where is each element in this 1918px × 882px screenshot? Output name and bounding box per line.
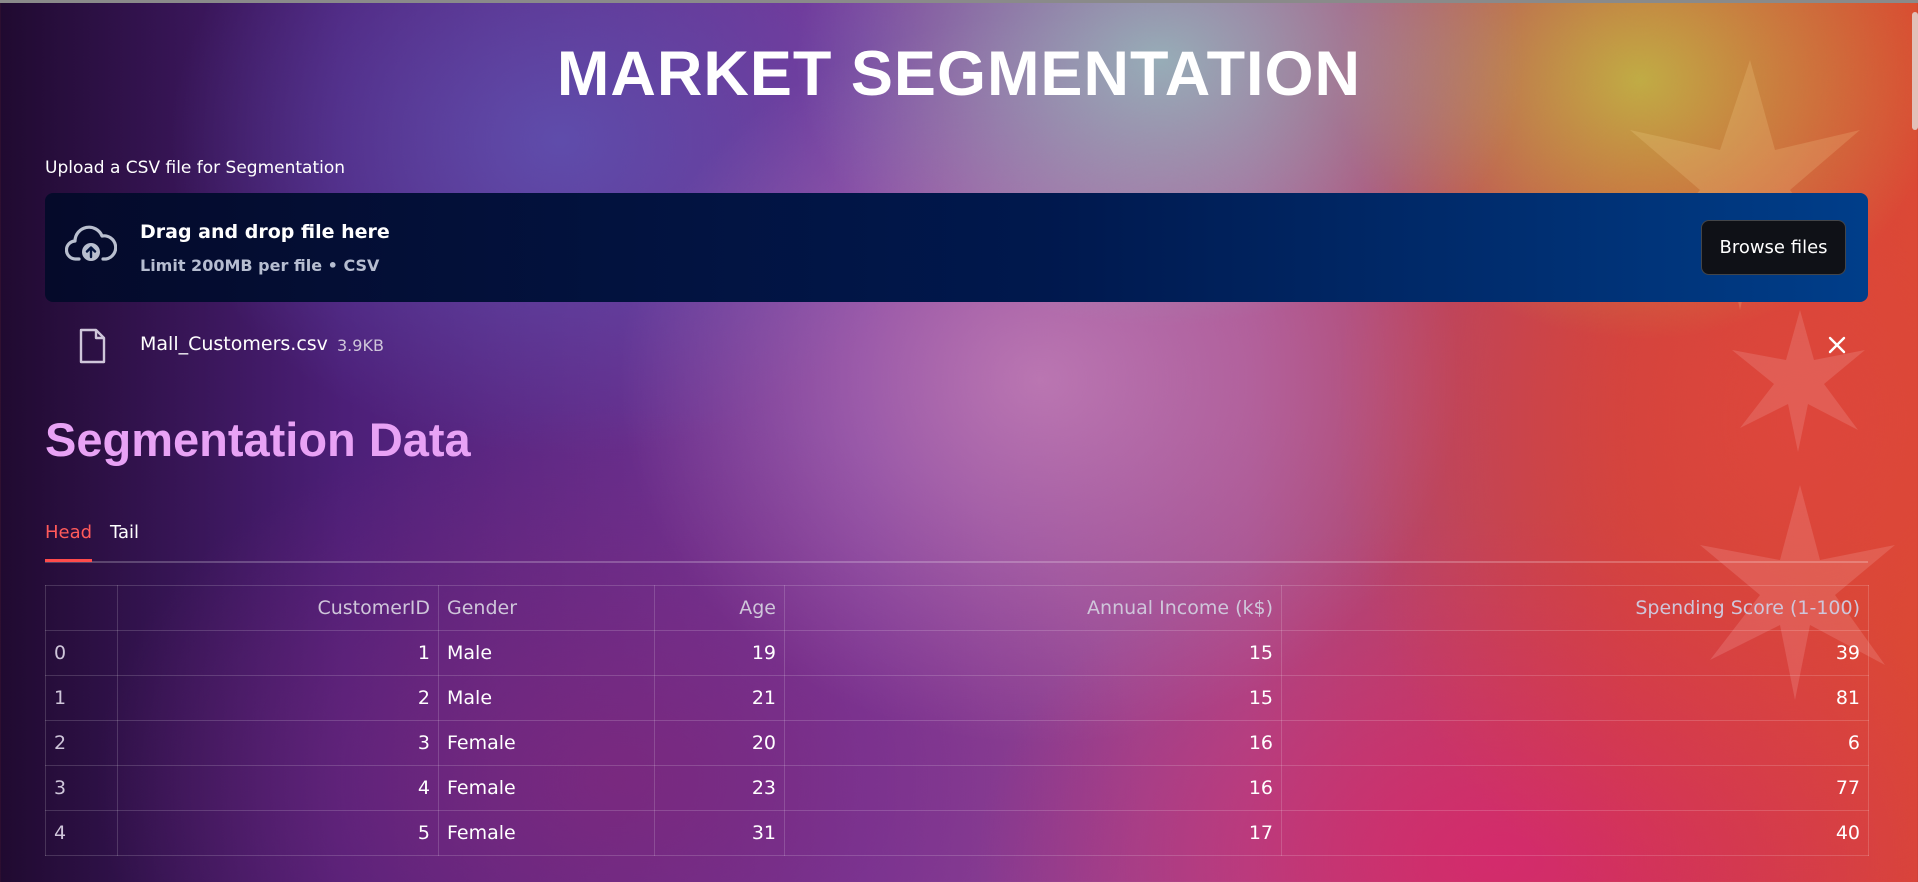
cell-age: 19 [654, 630, 785, 676]
cell-customerid: 2 [117, 675, 439, 721]
cloud-upload-icon [65, 225, 117, 261]
cell-spending-score: 39 [1281, 630, 1869, 676]
table-row: 1 2 Male 21 15 81 [45, 675, 1869, 721]
cell-customerid: 1 [117, 630, 439, 676]
file-dropzone[interactable]: Drag and drop file here Limit 200MB per … [45, 193, 1868, 302]
upload-label: Upload a CSV file for Segmentation [45, 158, 346, 178]
data-tabs: Head Tail [45, 518, 1868, 563]
cell-annual-income: 15 [784, 630, 1282, 676]
column-header-spending-score[interactable]: Spending Score (1-100) [1281, 585, 1869, 631]
column-header-index[interactable] [45, 585, 118, 631]
cell-annual-income: 16 [784, 765, 1282, 811]
cell-customerid: 5 [117, 810, 439, 856]
column-header-gender[interactable]: Gender [438, 585, 655, 631]
cell-age: 23 [654, 765, 785, 811]
uploaded-file-size: 3.9KB [337, 336, 384, 355]
cell-spending-score: 77 [1281, 765, 1869, 811]
cell-customerid: 4 [117, 765, 439, 811]
page-title: MARKET SEGMENTATION [556, 39, 1362, 109]
dropzone-limit-text: Limit 200MB per file • CSV [140, 256, 380, 275]
cell-spending-score: 40 [1281, 810, 1869, 856]
cell-gender: Male [438, 630, 655, 676]
table-header-row: CustomerID Gender Age Annual Income (k$)… [45, 585, 1869, 631]
cell-age: 20 [654, 720, 785, 766]
scrollbar-thumb[interactable] [1912, 12, 1918, 130]
cell-age: 21 [654, 675, 785, 721]
column-header-annual-income[interactable]: Annual Income (k$) [784, 585, 1282, 631]
cell-gender: Female [438, 720, 655, 766]
row-index: 4 [45, 810, 118, 856]
cell-annual-income: 17 [784, 810, 1282, 856]
browse-files-button[interactable]: Browse files [1701, 220, 1846, 275]
section-title: Segmentation Data [45, 413, 471, 466]
cell-spending-score: 6 [1281, 720, 1869, 766]
uploaded-file-name: Mall_Customers.csv [140, 333, 328, 355]
cell-gender: Female [438, 810, 655, 856]
cell-spending-score: 81 [1281, 675, 1869, 721]
row-index: 1 [45, 675, 118, 721]
close-icon[interactable] [1826, 334, 1848, 356]
column-header-age[interactable]: Age [654, 585, 785, 631]
table-row: 4 5 Female 31 17 40 [45, 810, 1869, 856]
row-index: 2 [45, 720, 118, 766]
table-row: 0 1 Male 19 15 39 [45, 630, 1869, 676]
tab-head[interactable]: Head [45, 522, 93, 562]
column-header-customerid[interactable]: CustomerID [117, 585, 439, 631]
uploaded-file-row: Mall_Customers.csv 3.9KB [45, 320, 1868, 370]
cell-age: 31 [654, 810, 785, 856]
cell-annual-income: 15 [784, 675, 1282, 721]
cell-gender: Female [438, 765, 655, 811]
table-row: 2 3 Female 20 16 6 [45, 720, 1869, 766]
segmentation-data-table: CustomerID Gender Age Annual Income (k$)… [45, 585, 1869, 856]
row-index: 0 [45, 630, 118, 676]
dropzone-title: Drag and drop file here [140, 221, 390, 243]
cell-annual-income: 16 [784, 720, 1282, 766]
tab-tail[interactable]: Tail [110, 522, 140, 543]
cell-customerid: 3 [117, 720, 439, 766]
table-row: 3 4 Female 23 16 77 [45, 765, 1869, 811]
window-top-border [0, 0, 1918, 3]
file-icon [79, 328, 106, 364]
cell-gender: Male [438, 675, 655, 721]
row-index: 3 [45, 765, 118, 811]
